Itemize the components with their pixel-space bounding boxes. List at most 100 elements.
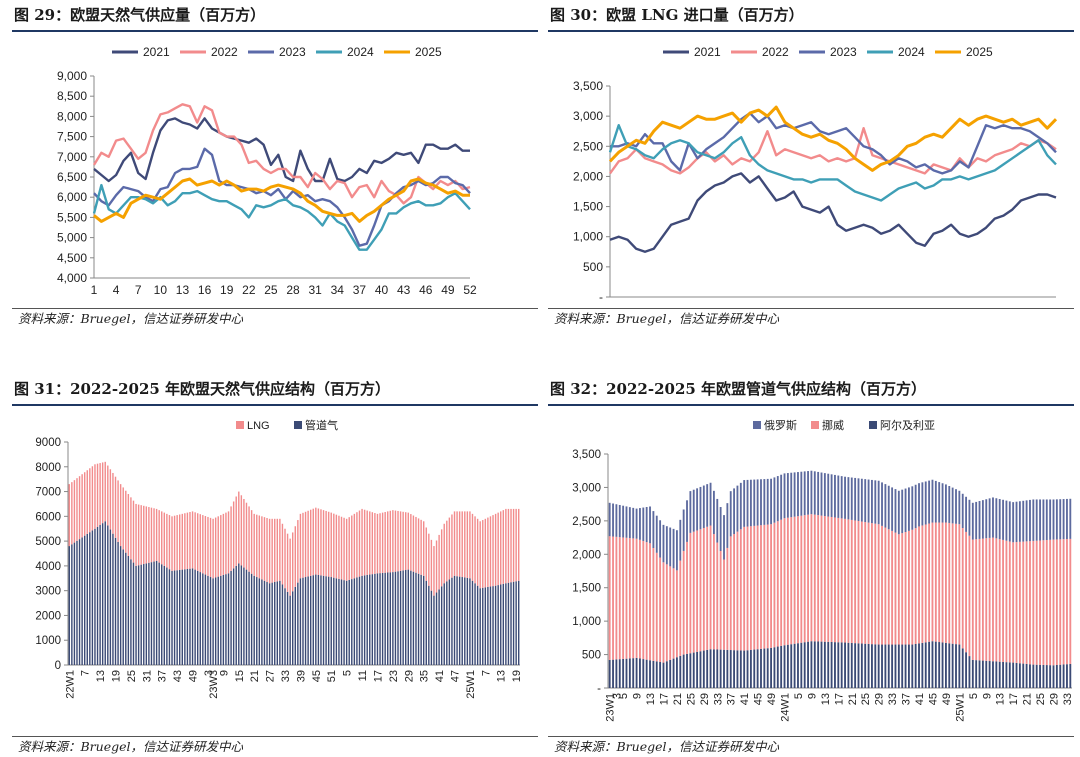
bar-segment-LNG: [91, 466, 94, 531]
x-tick-label: 7: [80, 670, 92, 676]
bar-segment-挪威: [612, 536, 614, 660]
bar-segment-LNG: [168, 515, 171, 570]
bar-segment-LNG: [510, 508, 512, 583]
bar-segment-阿尔及利亚: [1012, 662, 1015, 688]
bar-segment-阿尔及利亚: [844, 642, 846, 688]
bar-segment-LNG: [109, 469, 112, 530]
bar-segment-俄罗斯: [813, 471, 816, 515]
bar-segment-管道气: [394, 571, 397, 665]
bar-segment-阿尔及利亚: [786, 644, 789, 688]
bar-segment-俄罗斯: [854, 477, 857, 521]
bar-segment-俄罗斯: [877, 480, 880, 525]
bar-segment-挪威: [608, 536, 611, 660]
series-line-2025: [608, 105, 1058, 172]
bar-segment-LNG: [130, 497, 132, 560]
bar-segment-阿尔及利亚: [840, 642, 843, 688]
x-tick-label: 49: [941, 693, 953, 705]
bar-segment-俄罗斯: [763, 479, 766, 525]
y-tick-label: 1000: [35, 635, 61, 647]
bar-segment-LNG: [245, 502, 248, 570]
bar-segment-阿尔及利亚: [827, 641, 830, 688]
bar-segment-俄罗斯: [669, 527, 672, 567]
x-tick-label: 7: [135, 283, 142, 297]
bar-segment-LNG: [125, 490, 127, 553]
bar-segment-阿尔及利亚: [1069, 663, 1072, 688]
bar-segment-俄罗斯: [847, 477, 850, 520]
bar-segment-挪威: [1045, 540, 1048, 666]
bar-segment-俄罗斯: [837, 475, 840, 518]
bar-segment-LNG: [502, 510, 505, 584]
legend-label-2021: 2021: [143, 45, 170, 59]
bar-segment-LNG: [402, 511, 404, 571]
x-tick-label: 5: [618, 693, 630, 699]
bar-segment-俄罗斯: [823, 473, 826, 517]
bar-segment-阿尔及利亚: [1066, 664, 1068, 688]
bar-segment-挪威: [921, 525, 924, 643]
bar-segment-阿尔及利亚: [877, 644, 880, 688]
bar-segment-俄罗斯: [978, 501, 981, 539]
bar-segment-LNG: [312, 508, 314, 576]
bar-segment-管道气: [191, 568, 194, 665]
bar-segment-俄罗斯: [800, 471, 803, 516]
bar-segment-管道气: [479, 588, 481, 665]
bar-segment-LNG: [89, 468, 91, 533]
legend-swatch-阿尔及利亚: [869, 421, 877, 429]
bar-segment-管道气: [338, 578, 340, 665]
bar-segment-管道气: [351, 579, 353, 665]
bar-segment-管道气: [505, 583, 507, 665]
x-tick-label: 17: [833, 693, 845, 705]
y-tick-label: 6,500: [57, 170, 87, 184]
y-tick-label: 3000: [35, 586, 61, 598]
bar-segment-LNG: [225, 512, 227, 575]
bar-segment-挪威: [864, 522, 867, 644]
bar-segment-俄罗斯: [941, 483, 944, 523]
bar-segment-LNG: [489, 516, 492, 587]
x-tick-label: 41: [739, 693, 751, 705]
bar-segment-俄罗斯: [699, 486, 702, 530]
bar-segment-俄罗斯: [706, 484, 709, 527]
bar-segment-阿尔及利亚: [719, 649, 722, 688]
bar-segment-阿尔及利亚: [743, 650, 746, 688]
bar-segment-俄罗斯: [665, 526, 668, 565]
bar-segment-管道气: [381, 572, 384, 665]
bar-segment-阿尔及利亚: [793, 643, 796, 688]
bar-segment-管道气: [489, 586, 492, 665]
bar-segment-LNG: [433, 546, 435, 596]
bar-segment-管道气: [117, 541, 119, 665]
bar-segment-俄罗斯: [760, 479, 762, 526]
bar-segment-俄罗斯: [719, 507, 722, 552]
bar-segment-管道气: [114, 537, 117, 665]
x-tick-label: 49: [441, 283, 455, 297]
bar-segment-管道气: [281, 584, 284, 665]
bar-segment-俄罗斯: [1012, 502, 1015, 543]
bar-segment-阿尔及利亚: [887, 644, 890, 688]
bar-segment-管道气: [78, 539, 81, 665]
bar-segment-俄罗斯: [786, 473, 789, 518]
bar-segment-LNG: [158, 510, 160, 563]
bar-segment-管道气: [469, 578, 471, 665]
bar-segment-阿尔及利亚: [800, 642, 803, 688]
bar-segment-LNG: [194, 512, 196, 570]
bar-segment-阿尔及利亚: [810, 641, 813, 688]
bar-segment-挪威: [904, 532, 907, 645]
bar-segment-俄罗斯: [632, 507, 635, 539]
bar-segment-阿尔及利亚: [797, 643, 799, 688]
bar-segment-挪威: [739, 529, 742, 651]
bar-segment-LNG: [353, 513, 356, 579]
bar-segment-阿尔及利亚: [686, 653, 688, 688]
x-tick-label: 7: [480, 670, 492, 676]
bar-segment-管道气: [181, 569, 183, 665]
bar-segment-俄罗斯: [981, 500, 984, 539]
bar-segment-俄罗斯: [1029, 499, 1031, 542]
bar-segment-LNG: [173, 515, 176, 571]
bar-segment-阿尔及利亚: [726, 649, 729, 688]
x-tick-label: 9: [981, 693, 993, 699]
bar-segment-阿尔及利亚: [753, 649, 756, 688]
bar-segment-俄罗斯: [1069, 498, 1072, 539]
bar-segment-LNG: [497, 512, 499, 586]
bar-segment-挪威: [871, 523, 873, 645]
bar-segment-管道气: [104, 521, 106, 665]
bar-segment-阿尔及利亚: [669, 659, 672, 688]
y-tick-label: 4000: [35, 561, 61, 573]
bar-segment-LNG: [340, 516, 343, 580]
